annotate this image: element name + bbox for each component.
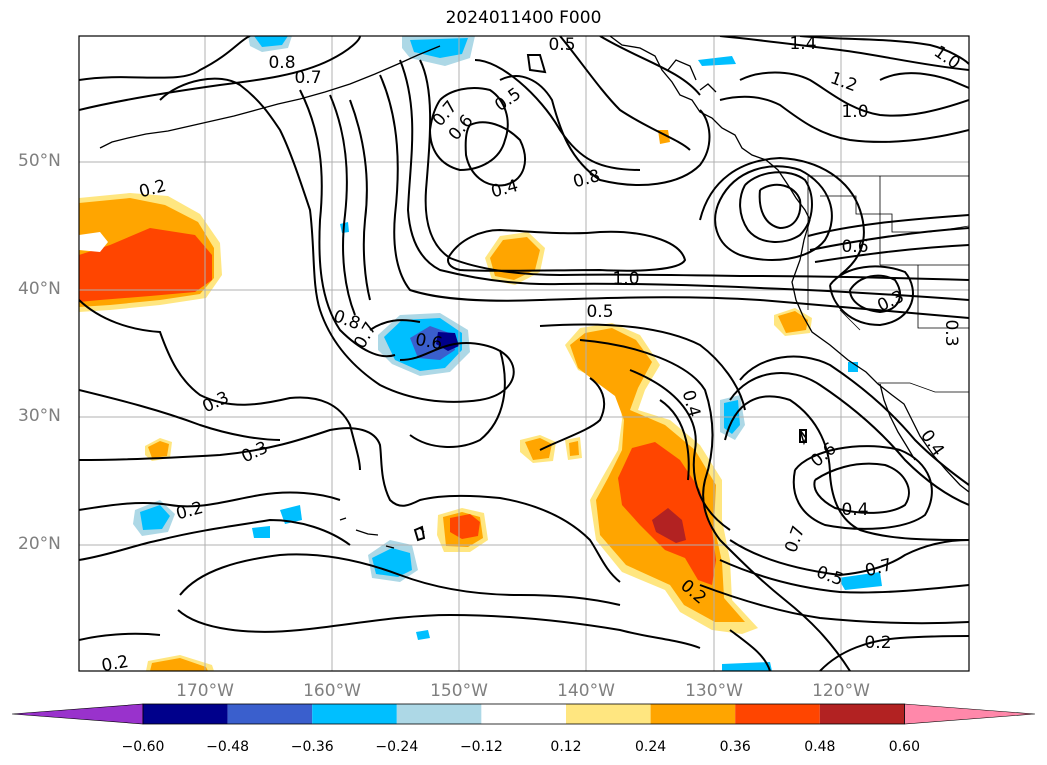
contour-label: 0.7	[863, 555, 894, 581]
contour-label: 0.7	[294, 68, 321, 88]
contour-label: 0.4	[489, 176, 520, 202]
contour-label: 0.3	[199, 388, 232, 418]
colorbar-extend-min	[11, 703, 144, 725]
colorbar-tick-label: −0.36	[290, 739, 334, 755]
colorbar-bin	[819, 704, 905, 724]
lon-label: 130°W	[685, 681, 743, 701]
colorbar-tick-label: −0.60	[121, 739, 165, 755]
lat-label: 40°N	[18, 279, 61, 299]
colorbar-tick-label: −0.48	[206, 739, 250, 755]
contour-label: 0.8	[571, 166, 602, 192]
contour-label: 0.2	[100, 652, 130, 676]
contour-label: 0.2	[864, 633, 891, 653]
contour-label: 1.2	[828, 68, 860, 96]
colorbar-tick-label: −0.24	[375, 739, 419, 755]
us-west-coastline	[791, 219, 969, 493]
contour-label: 0.5	[586, 302, 613, 322]
colorbar-extend-max	[904, 703, 1036, 725]
colorbar-tick-label: 0.60	[888, 739, 920, 755]
lat-label: 30°N	[18, 406, 61, 426]
contour-label: 0.4	[916, 426, 948, 460]
colorbar-bin	[735, 704, 820, 724]
contour-label: 1.0	[841, 102, 868, 122]
aleutian-islands	[99, 45, 441, 149]
contour-label: 0.3	[238, 438, 271, 468]
alaska-coastline	[609, 36, 811, 221]
lat-label: 20°N	[18, 534, 61, 554]
colorbar-tick-label: 0.24	[635, 739, 667, 755]
colorbar-bin	[481, 704, 566, 724]
contour-label: 0.4	[841, 500, 868, 520]
colorbar	[11, 703, 1036, 725]
lon-label: 120°W	[812, 681, 870, 701]
contour-label: 1.4	[789, 34, 816, 54]
plot-frame	[78, 35, 970, 672]
contour-label: 0.4	[678, 388, 704, 419]
lat-label: 50°N	[18, 151, 61, 171]
contour-label: 0.6	[807, 439, 841, 472]
lon-label: 160°W	[303, 681, 361, 701]
colorbar-bin	[312, 704, 397, 724]
contour-label: 0.6	[841, 237, 868, 257]
contour-label: 0.3	[941, 319, 961, 346]
colorbar-bin	[227, 704, 313, 724]
lon-label: 140°W	[557, 681, 615, 701]
colorbar-tick-label: −0.12	[459, 739, 503, 755]
colorbar-bin	[650, 704, 736, 724]
colorbar-bin	[566, 704, 651, 724]
contour-label: 0.5	[548, 35, 575, 55]
contour-lines	[79, 36, 969, 671]
lon-label: 170°W	[176, 681, 234, 701]
lon-label: 150°W	[430, 681, 488, 701]
colorbar-bin	[396, 704, 482, 724]
map-title: 2024011400 F000	[445, 8, 602, 28]
canada-border	[820, 195, 969, 233]
colorbar-tick-label: 0.12	[550, 739, 582, 755]
colorbar-tick-label: 0.36	[719, 739, 751, 755]
contour-label-layer: 0.5 1.4 1.2 1.0 0.8 0.7 0.7 0.6 0.5 0.4 …	[100, 34, 964, 676]
shaded-field-layer	[79, 36, 882, 671]
contour-label: 1.0	[612, 269, 639, 289]
colorbar-bin	[143, 704, 228, 724]
contour-label: 0.5	[491, 84, 525, 116]
contour-label: 0.6	[414, 330, 444, 354]
graticule	[79, 36, 969, 671]
contour-label: 0.2	[174, 498, 205, 524]
colorbar-tick-label: 0.48	[804, 739, 836, 755]
coastline-layer	[99, 36, 969, 549]
contour-label: 0.7	[781, 523, 809, 555]
contour-label: 0.8	[268, 53, 295, 73]
